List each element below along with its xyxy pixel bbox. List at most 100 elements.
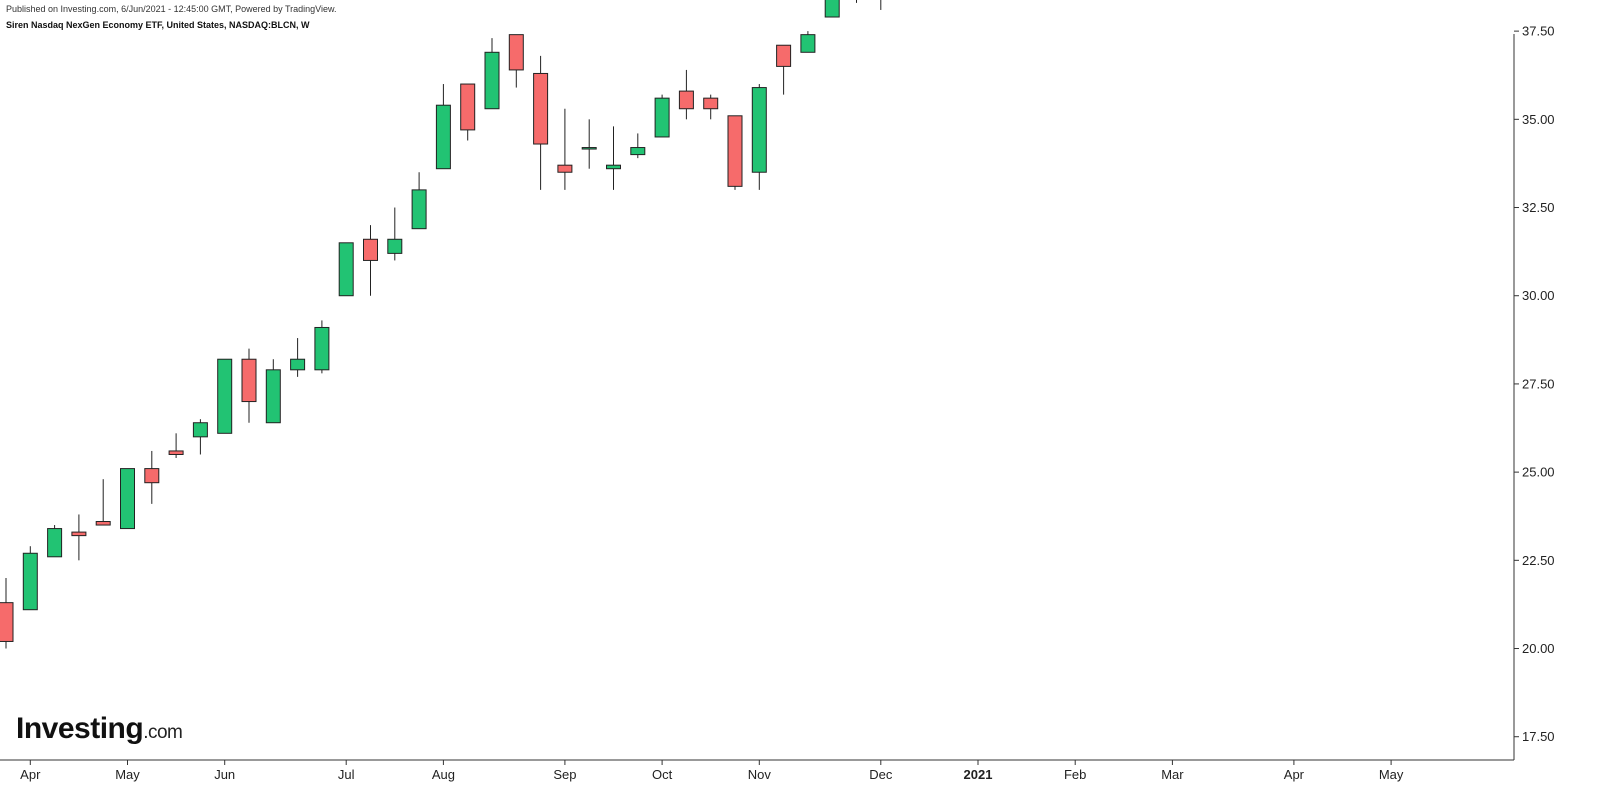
- candle-body: [751, 87, 767, 173]
- candle-body: [338, 242, 354, 297]
- candle-body: [411, 189, 427, 230]
- candle: [144, 450, 160, 504]
- candle: [751, 84, 767, 190]
- candle: [0, 577, 14, 649]
- y-tick-label: 22.50: [1522, 553, 1555, 568]
- candle: [411, 172, 427, 230]
- candle: [241, 348, 257, 423]
- candle: [654, 94, 670, 138]
- published-note: Published on Investing.com, 6/Jun/2021 -…: [6, 4, 337, 14]
- candle-body: [533, 72, 549, 145]
- candle-body: [217, 358, 233, 434]
- candle: [435, 84, 451, 170]
- logo-main: Investing: [16, 712, 144, 745]
- candle-body: [606, 164, 621, 170]
- candle: [856, 0, 857, 3]
- candle-body: [387, 238, 403, 254]
- x-tick-label: Apr: [20, 767, 41, 782]
- candle-body: [727, 115, 743, 187]
- candle-body: [435, 104, 451, 170]
- candle: [484, 38, 500, 110]
- candle: [120, 468, 135, 530]
- candle: [703, 94, 719, 120]
- candle-body: [508, 34, 524, 71]
- x-tick-label: Dec: [869, 767, 893, 782]
- candle-body: [678, 90, 694, 110]
- candle-body: [144, 468, 160, 484]
- candle-body: [241, 358, 257, 403]
- x-tick-label: Nov: [748, 767, 772, 782]
- candle-body: [484, 51, 500, 110]
- candle: [800, 31, 816, 53]
- candle: [290, 338, 306, 377]
- candle: [880, 0, 882, 10]
- y-tick-label: 20.00: [1522, 641, 1555, 656]
- candle-body: [654, 97, 670, 138]
- candle: [387, 207, 403, 261]
- candle: [95, 479, 111, 526]
- candle: [606, 126, 621, 190]
- candle: [630, 133, 646, 159]
- candle-body: [314, 326, 330, 371]
- candle: [363, 225, 378, 296]
- candle: [727, 115, 743, 190]
- x-tick-label: May: [1379, 767, 1404, 782]
- y-tick-label: 25.00: [1522, 465, 1555, 480]
- candle: [460, 83, 476, 141]
- y-tick-label: 32.50: [1522, 200, 1555, 215]
- candle: [533, 55, 549, 190]
- candle: [508, 34, 524, 88]
- candle: [776, 44, 792, 95]
- candle-body: [581, 147, 597, 150]
- candle-body: [168, 450, 184, 455]
- candle: [47, 525, 63, 558]
- candle-body: [71, 531, 87, 537]
- x-tick-label: Jul: [338, 767, 355, 782]
- x-tick-label: Sep: [553, 767, 576, 782]
- logo-suffix: .com: [143, 722, 183, 743]
- candle-body: [460, 83, 476, 131]
- candle-body: [776, 44, 792, 67]
- candle-body: [192, 422, 208, 438]
- x-tick-label: Feb: [1064, 767, 1086, 782]
- candle: [217, 358, 233, 434]
- y-tick-label: 30.00: [1522, 288, 1555, 303]
- axis-layer: 17.50 20.00 22.50 25.00 27.50 30.00 32.50 35.00…: [0, 24, 1555, 782]
- candle-body: [800, 34, 816, 53]
- candles-layer: [0, 0, 882, 649]
- y-tick-label: 35.00: [1522, 112, 1555, 127]
- candle-body: [290, 358, 306, 371]
- candle: [192, 419, 208, 455]
- chart-title: Siren Nasdaq NexGen Economy ETF, United …: [6, 20, 310, 30]
- candle-body: [703, 97, 719, 110]
- x-tick-label: Mar: [1161, 767, 1184, 782]
- candle-body: [95, 521, 111, 526]
- candle: [22, 546, 38, 611]
- candle: [168, 433, 184, 459]
- candle: [557, 108, 573, 190]
- candle: [824, 0, 840, 18]
- candle-body: [824, 0, 840, 18]
- candle: [265, 359, 281, 424]
- y-tick-label: 27.50: [1522, 376, 1555, 391]
- y-tick-label: 17.50: [1522, 729, 1555, 744]
- candle-body: [120, 468, 135, 530]
- x-tick-label: Apr: [1284, 767, 1305, 782]
- candle: [581, 119, 597, 169]
- candle-body: [557, 164, 573, 173]
- x-tick-label: Aug: [432, 767, 455, 782]
- candle-body: [630, 147, 646, 156]
- candle-body: [0, 602, 14, 642]
- candle-body: [363, 238, 378, 261]
- x-tick-label: Jun: [214, 767, 235, 782]
- candle-body: [265, 369, 281, 424]
- y-tick-label: 37.50: [1522, 24, 1555, 39]
- candle: [71, 514, 87, 561]
- x-tick-label: 2021: [964, 767, 993, 782]
- candle: [338, 242, 354, 297]
- x-tick-label: Oct: [652, 767, 673, 782]
- x-tick-label: May: [115, 767, 140, 782]
- candle: [678, 69, 694, 120]
- investing-logo: Investing.com: [16, 712, 183, 746]
